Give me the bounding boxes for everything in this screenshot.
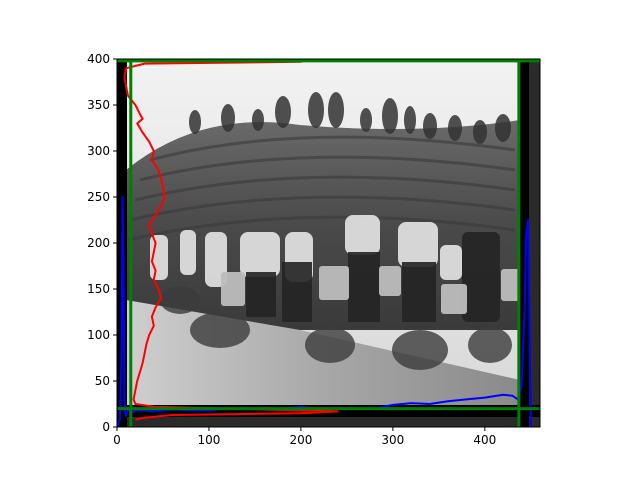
x-tick-label: 400 [473, 433, 496, 447]
y-tick-label: 150 [87, 282, 110, 296]
y-tick-label: 0 [102, 420, 110, 434]
x-tick-label: 0 [113, 433, 121, 447]
y-tick-label: 250 [87, 190, 110, 204]
y-tick-label: 200 [87, 236, 110, 250]
x-tick-label: 200 [289, 433, 312, 447]
y-tick-label: 350 [87, 98, 110, 112]
axes: 0 100 200 300 400 0 50 100 150 200 250 300 350 400 [87, 52, 496, 447]
x-tick-label: 100 [198, 433, 221, 447]
y-tick-label: 100 [87, 328, 110, 342]
x-tick-label: 300 [381, 433, 404, 447]
background-photo [117, 59, 540, 427]
red-profile-line [121, 59, 339, 421]
plot-overlay [117, 59, 540, 427]
y-tick-label: 50 [95, 374, 110, 388]
y-tick-label: 300 [87, 144, 110, 158]
y-tick-label: 400 [87, 52, 110, 66]
